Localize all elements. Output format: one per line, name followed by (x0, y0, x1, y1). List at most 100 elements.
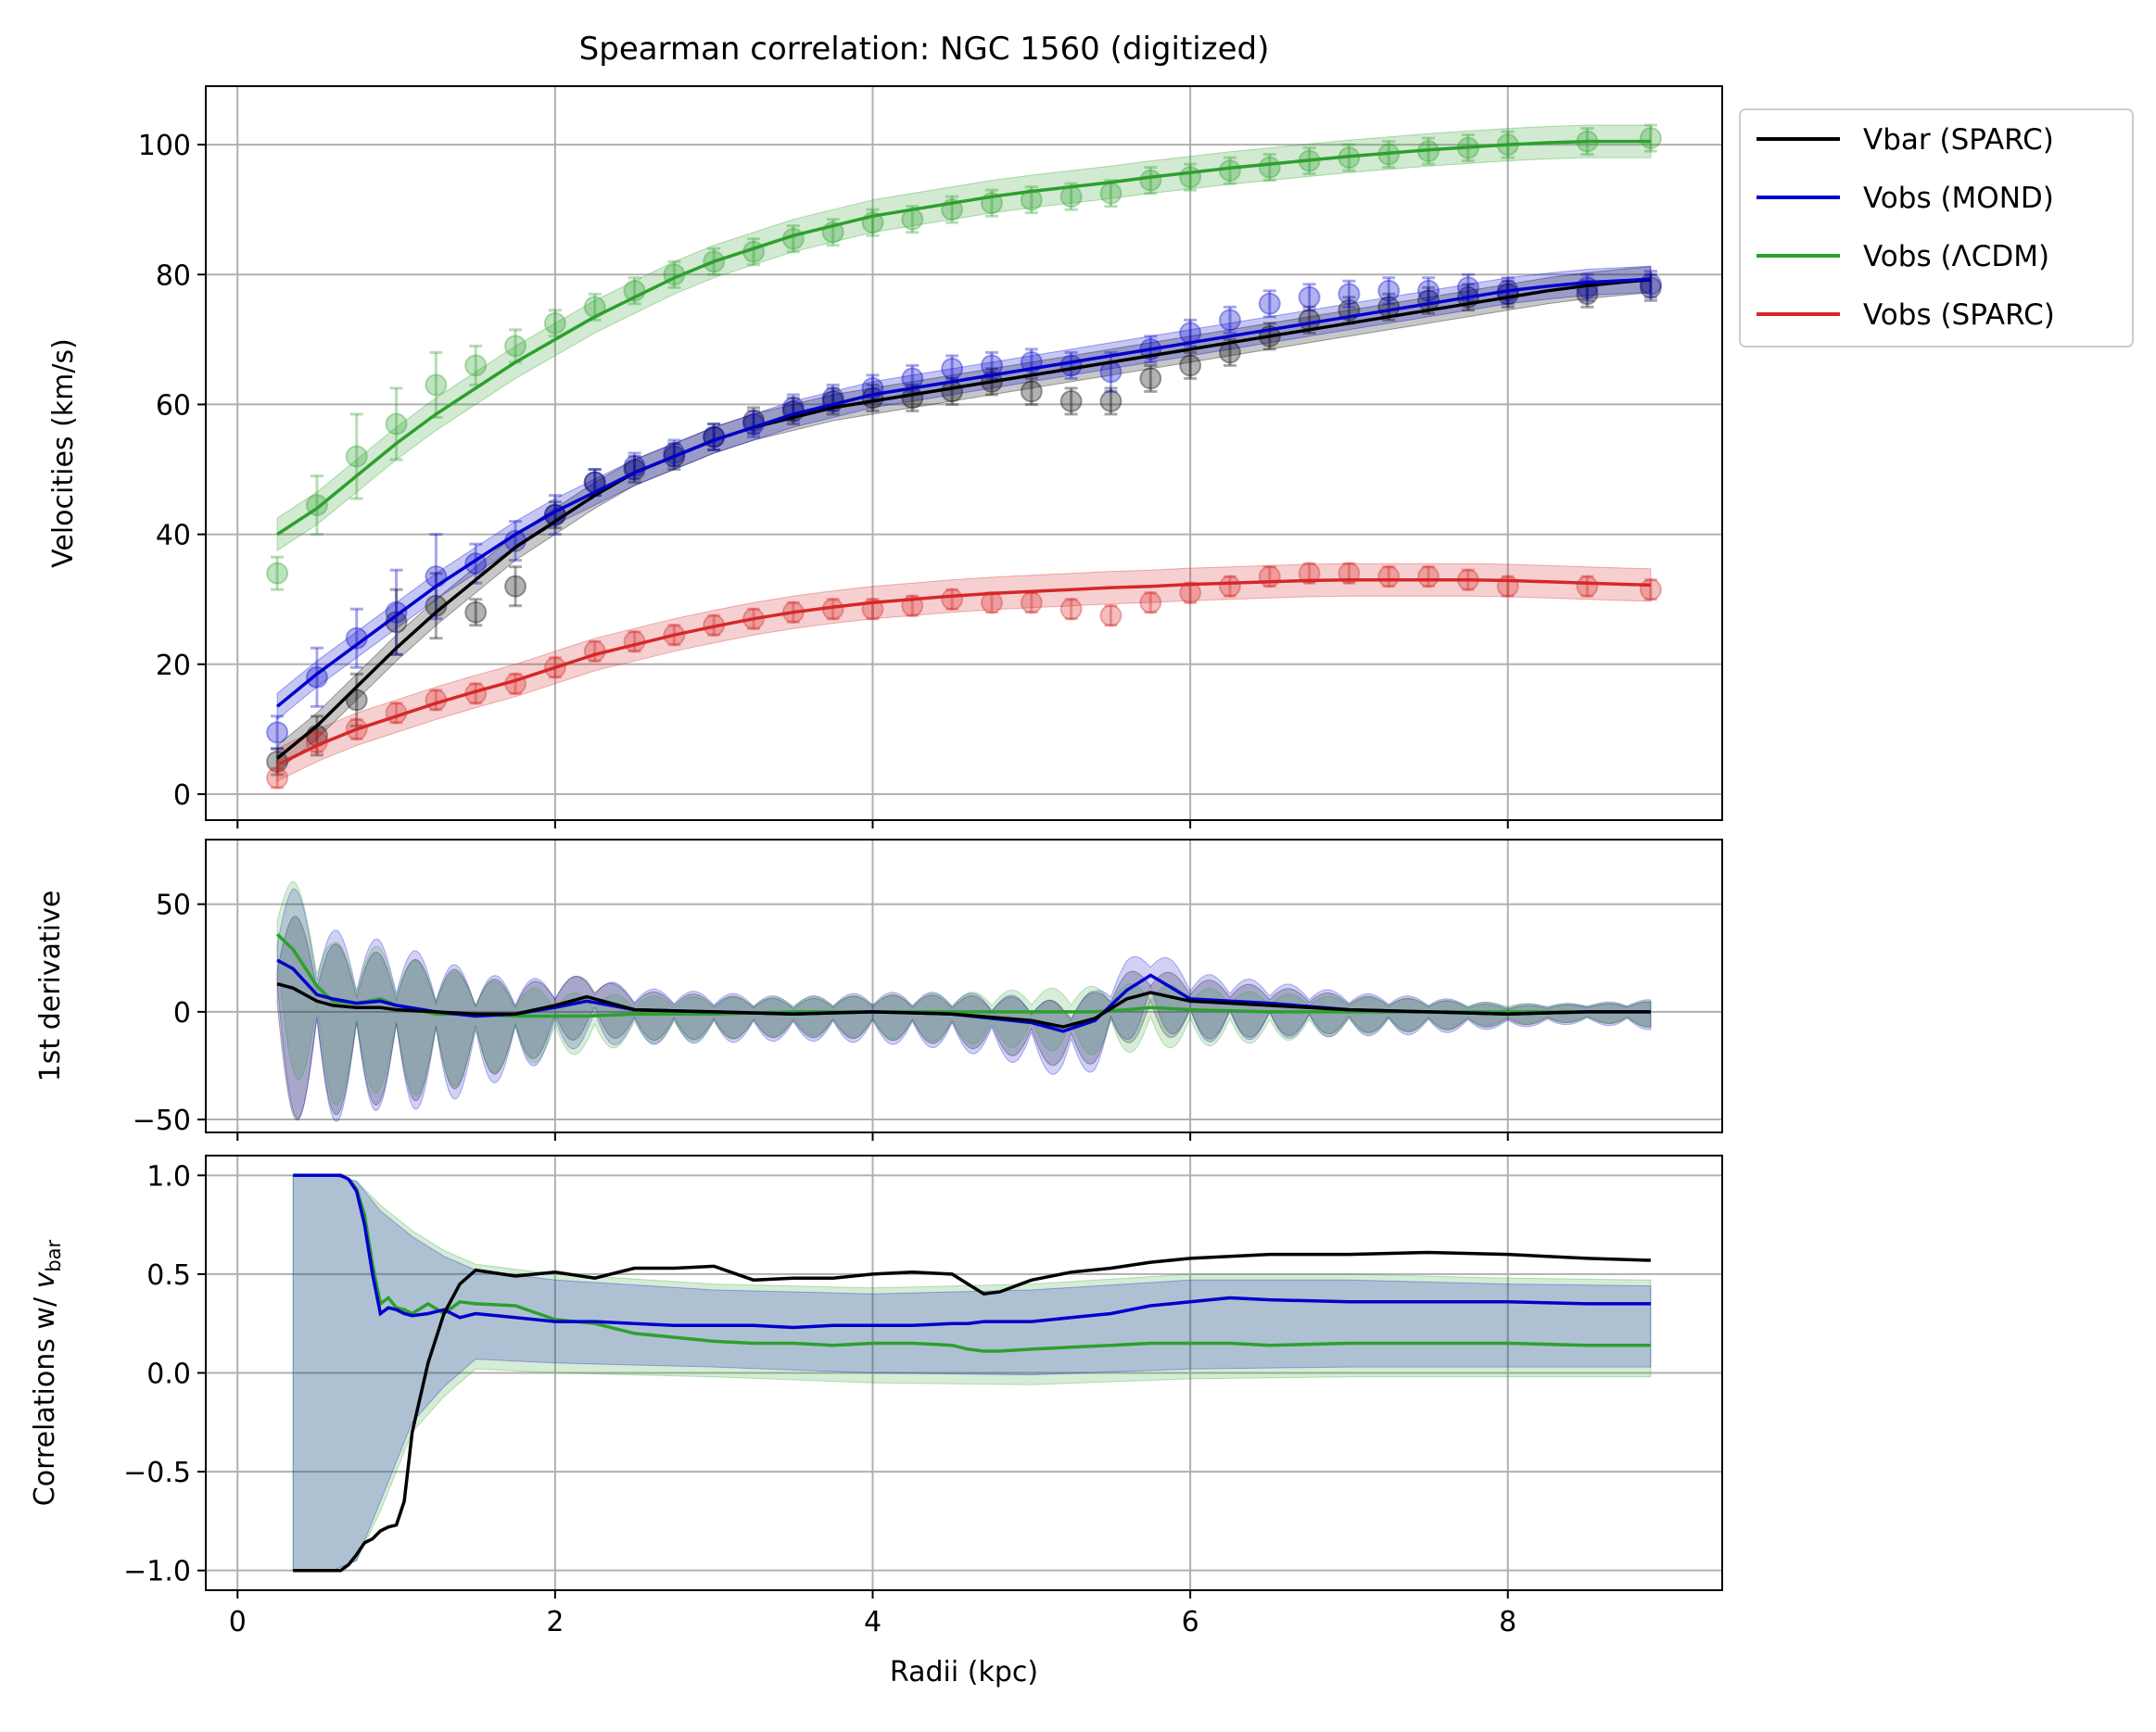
legend: Vbar (SPARC) Vobs (MOND) Vobs (ΛCDM) Vobs (… (1739, 108, 2134, 348)
data-point (1639, 578, 1662, 601)
derivative-axes-frame (205, 839, 1723, 1133)
legend-label: Vobs (ΛCDM) (1863, 240, 2049, 273)
y-tick-label: 0.0 (146, 1359, 191, 1391)
data-point (266, 766, 289, 790)
data-point (504, 335, 527, 358)
series-line (293, 1173, 1651, 1330)
x-tick-label: 6 (1182, 1606, 1199, 1638)
velocities-ticks: 0 20 40 60 80 100 (138, 130, 1509, 828)
velocities-grid (206, 86, 1722, 820)
data-point (1258, 156, 1281, 179)
series-line (293, 1173, 1651, 1353)
uncertainty-band (276, 880, 1652, 1106)
x-tick-label: 8 (1499, 1606, 1516, 1638)
y-tick-label: 0 (173, 779, 191, 812)
ylabel-subscript: bar (43, 1239, 65, 1271)
legend-label: Vbar (SPARC) (1863, 123, 2054, 157)
x-tick-label: 0 (229, 1606, 247, 1638)
ylabel-variable: v (29, 1271, 61, 1288)
uncertainty-band (292, 1174, 1652, 1572)
data-point (1417, 565, 1440, 588)
chart-title: Spearman correlation: NGC 1560 (digitize… (579, 31, 1270, 68)
y-tick-label: 60 (156, 389, 191, 422)
uncertainty-band (276, 124, 1652, 552)
data-point (1639, 276, 1662, 299)
data-point (266, 562, 289, 585)
derivative-ticks: −50 0 50 (133, 890, 1509, 1141)
velocities-ylabel: Velocities (km/s) (47, 338, 80, 568)
data-point (1298, 285, 1321, 309)
data-point (941, 588, 964, 611)
data-point (345, 689, 368, 712)
y-tick-label: 100 (138, 130, 191, 162)
legend-box (1739, 108, 2134, 348)
series-line (275, 278, 1652, 760)
uncertainty-band (276, 563, 1652, 782)
data-point (1059, 185, 1083, 209)
data-point (425, 373, 448, 397)
series-line (275, 277, 1651, 708)
series-line (276, 139, 1651, 537)
data-point (504, 575, 527, 598)
uncertainty-band (276, 916, 1652, 1121)
correlations-grid (206, 1156, 1722, 1590)
uncertainty-band (276, 266, 1652, 773)
data-point (464, 601, 488, 624)
y-tick-label: −1.0 (123, 1556, 191, 1588)
data-point (1218, 159, 1241, 183)
y-tick-label: 0 (173, 997, 191, 1030)
legend-label: Vobs (SPARC) (1863, 298, 2055, 332)
data-point (1258, 292, 1281, 315)
data-point (266, 721, 289, 744)
data-point (1338, 283, 1361, 306)
data-point (1059, 598, 1083, 621)
y-tick-label: 40 (156, 520, 191, 552)
legend-label: Vobs (MOND) (1863, 182, 2054, 215)
data-point (1099, 182, 1122, 205)
data-point (385, 412, 408, 436)
data-point (1179, 581, 1202, 604)
velocities-plot-area (266, 123, 1662, 790)
ylabel-text: Correlations w/ (29, 1288, 61, 1506)
data-point (941, 357, 964, 380)
y-tick-label: 0.5 (146, 1259, 191, 1292)
velocities-panel: 0 20 40 60 80 100 Velocities (km/s) (47, 85, 1723, 828)
correlations-xlabel: Radii (kpc) (890, 1656, 1038, 1688)
data-point (1377, 279, 1401, 302)
y-tick-label: −0.5 (123, 1457, 191, 1489)
data-point (1258, 565, 1281, 588)
derivative-ylabel: 1st derivative (34, 891, 67, 1082)
correlations-plot-area (292, 1173, 1652, 1573)
data-point (1099, 389, 1122, 412)
series-line (293, 1250, 1651, 1573)
data-point (1139, 367, 1162, 390)
derivative-plot-area (275, 880, 1652, 1122)
data-point (1139, 591, 1162, 614)
data-point (1417, 279, 1440, 302)
correlations-ylabel: Correlations w/ vbar (29, 1239, 65, 1506)
data-point (1020, 380, 1043, 403)
data-point (1179, 354, 1202, 377)
data-point (1020, 591, 1043, 614)
data-point (543, 311, 566, 335)
x-tick-label: 4 (864, 1606, 881, 1638)
derivative-panel: −50 0 50 1st derivative (34, 839, 1723, 1141)
y-tick-label: 20 (156, 650, 191, 682)
data-point (345, 445, 368, 468)
x-tick-label: 2 (546, 1606, 564, 1638)
data-point (425, 565, 448, 588)
data-point (1179, 166, 1202, 189)
correlations-panel: −1.0 −0.5 0.0 0.5 1.0 0 2 4 6 8 Correlations w/ v… (29, 1155, 1723, 1688)
data-point (1639, 272, 1662, 296)
data-point (1059, 389, 1083, 412)
data-point (1139, 169, 1162, 192)
data-point (464, 354, 488, 377)
data-point (1377, 565, 1401, 588)
data-point (1218, 309, 1241, 332)
uncertainty-band (276, 265, 1652, 721)
data-point (1059, 354, 1083, 377)
series-line (276, 577, 1651, 766)
data-point (1639, 127, 1662, 150)
y-tick-label: 50 (156, 890, 191, 922)
